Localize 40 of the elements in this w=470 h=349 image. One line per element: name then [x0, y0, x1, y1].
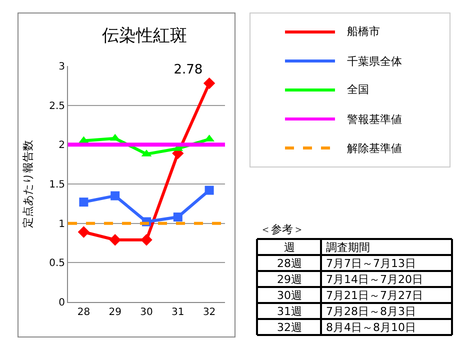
point	[109, 234, 121, 246]
text: 7月7日～7月13日	[326, 257, 416, 270]
legend-label: 警報基準値	[347, 113, 402, 126]
chart-title: 伝染性紅斑	[102, 26, 187, 46]
text: 7月14日～7月20日	[326, 273, 423, 286]
point	[110, 191, 120, 200]
legend-label: 千葉県全体	[347, 55, 402, 68]
text: ＜参考＞	[260, 223, 304, 236]
x-tick-label: 32	[202, 307, 216, 318]
x-tick-label: 31	[172, 307, 184, 318]
point	[173, 212, 182, 222]
text: 7月21日～7月27日	[326, 289, 423, 302]
text: 調査期間	[326, 241, 370, 254]
x-tick-label: 30	[140, 307, 153, 318]
y-tick-label: 3	[58, 62, 65, 72]
legend-label: 全国	[347, 83, 369, 96]
y-tick-label: 0.5	[49, 258, 65, 270]
text: 31週	[277, 305, 302, 318]
point	[78, 226, 90, 238]
legend-label: 船橋市	[347, 25, 380, 38]
text: 28週	[277, 257, 302, 270]
y-axis-title: 定点あたり報告数	[22, 140, 35, 228]
x-tick-label: 29	[108, 307, 122, 318]
text: 32週	[277, 321, 302, 334]
y-tick-label: 1	[58, 218, 65, 230]
text: 8月4日～8月10日	[326, 321, 416, 334]
y-tick-label: 0	[58, 298, 65, 308]
x-tick-label: 28	[77, 307, 90, 318]
point	[204, 186, 214, 195]
point	[140, 234, 152, 246]
point	[79, 198, 88, 207]
text: 7月28日～8月3日	[326, 305, 416, 318]
text: 29週	[277, 273, 302, 286]
y-tick-label: 2.5	[49, 100, 65, 112]
y-tick-label: 1.5	[49, 180, 65, 190]
text: 30週	[277, 289, 302, 302]
data-label: 2.78	[174, 62, 203, 78]
text: 週	[284, 241, 295, 254]
legend-label: 解除基準値	[347, 142, 402, 155]
y-tick-label: 2	[58, 140, 65, 152]
